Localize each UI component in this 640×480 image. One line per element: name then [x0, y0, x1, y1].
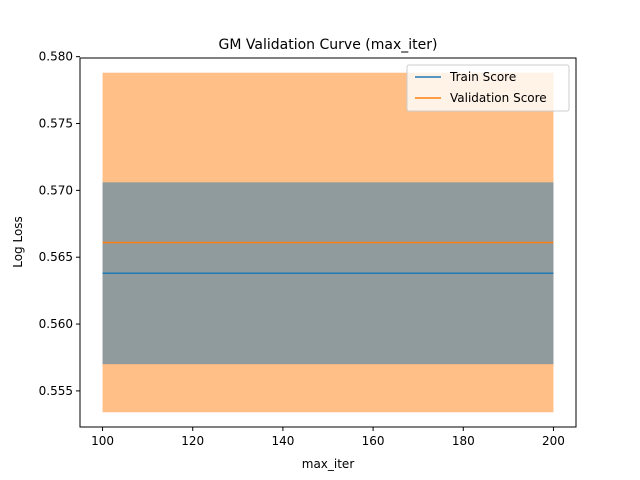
legend-entry: Train Score [449, 70, 516, 84]
y-tick-label: 0.555 [39, 384, 73, 398]
legend-entry: Validation Score [450, 91, 547, 105]
x-tick-label: 140 [271, 434, 294, 448]
legend: Train Score Validation Score [406, 64, 570, 112]
x-tick-label: 100 [91, 434, 114, 448]
legend-box [406, 64, 570, 112]
x-axis-ticks: 100 120 140 160 180 200 [91, 427, 565, 448]
y-tick-label: 0.570 [39, 183, 73, 197]
series-lines [102, 241, 554, 274]
x-tick-label: 180 [452, 434, 475, 448]
y-tick-label: 0.580 [39, 50, 73, 64]
y-tick-label: 0.575 [39, 117, 73, 131]
y-axis-ticks: 0.555 0.560 0.565 0.570 0.575 0.580 [39, 50, 80, 398]
y-axis-label: Log Loss [11, 216, 25, 268]
x-axis-label: max_iter [302, 457, 355, 471]
y-tick-label: 0.560 [39, 317, 73, 331]
x-tick-label: 120 [181, 434, 204, 448]
x-tick-label: 160 [362, 434, 385, 448]
plot-frame [79, 57, 577, 428]
y-tick-label: 0.565 [39, 250, 73, 264]
x-tick-label: 200 [542, 434, 565, 448]
chart-title: GM Validation Curve (max_iter) [219, 37, 438, 53]
